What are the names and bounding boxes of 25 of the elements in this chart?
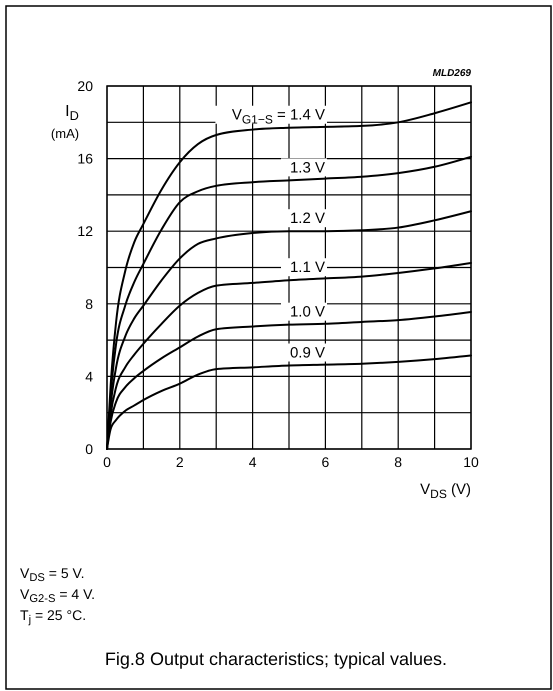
y-tick-label: 4 bbox=[85, 368, 94, 384]
x-tick-label: 4 bbox=[248, 454, 257, 470]
x-tick-label: 10 bbox=[463, 454, 479, 470]
x-axis-title: V$_{DS}$ (V) bbox=[420, 481, 471, 501]
x-tick-label: 6 bbox=[322, 454, 330, 470]
text: Fig.8 Output characteristics; typical values. bbox=[104, 649, 448, 669]
text: MLD269 bbox=[432, 68, 472, 79]
text: V$_{DS}$ = 5 V. bbox=[20, 565, 84, 584]
y-tick-label: 16 bbox=[77, 150, 94, 167]
y-tick-label: 20 bbox=[77, 78, 94, 94]
series-label: 1.1 V bbox=[290, 259, 325, 276]
y-tick-label: 12 bbox=[77, 223, 94, 240]
series-label: 0.9 V bbox=[290, 344, 325, 362]
series-label: 1.0 V bbox=[290, 304, 325, 321]
series-label: V$_{G1−S}$ = 1.4 V bbox=[232, 106, 325, 126]
x-tick-label: 2 bbox=[176, 454, 184, 470]
text: T$_{j}$ = 25 °C. bbox=[20, 607, 86, 626]
series-label: 1.3 V bbox=[290, 159, 325, 176]
x-tick-label: 8 bbox=[394, 454, 402, 470]
series-label: 1.2 V bbox=[290, 210, 325, 228]
y-axis-title: I$_{D}$ (mA) bbox=[50, 103, 80, 141]
y-tick-label: 8 bbox=[85, 296, 94, 312]
text: V$_{G2-S}$ = 4 V. bbox=[20, 586, 96, 606]
x-tick-label: 0 bbox=[103, 454, 112, 470]
y-tick-label: 0 bbox=[85, 441, 94, 457]
